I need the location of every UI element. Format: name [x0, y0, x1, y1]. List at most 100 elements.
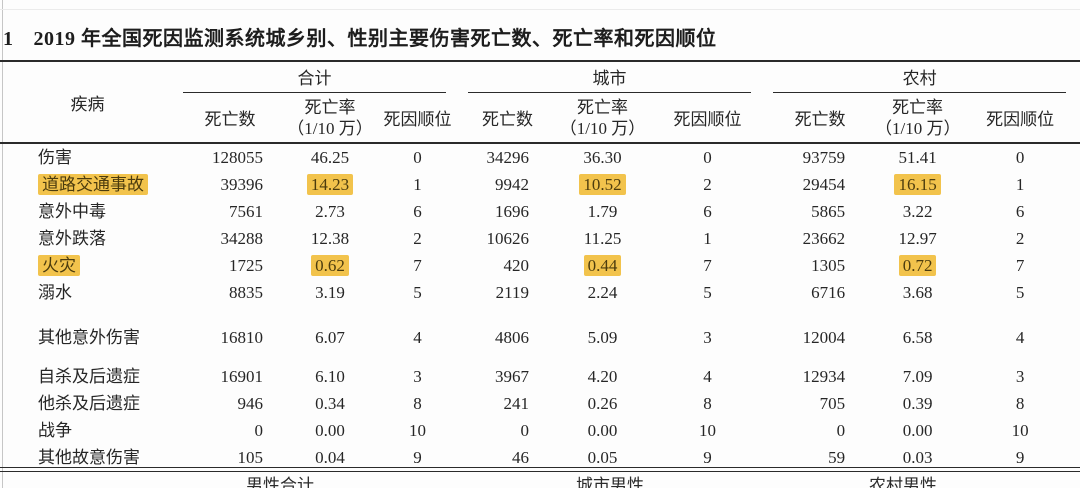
- rank-cell: 1: [1015, 175, 1025, 194]
- deaths-cell: 2119: [495, 283, 530, 302]
- rank-cell: 2: [413, 229, 422, 248]
- rate-cell: 6.07: [315, 328, 345, 347]
- deaths-cell: 34288: [220, 229, 264, 248]
- rank-cell: 5: [1015, 283, 1025, 302]
- deaths-cell: 8835: [229, 283, 263, 302]
- disease-cell: 战争: [38, 421, 72, 440]
- page-title: 1 2019 年全国死因监测系统城乡别、性别主要伤害死亡数、死亡率和死因顺位: [3, 22, 717, 51]
- deaths-cell: 29454: [802, 175, 846, 194]
- rate-label: 死亡率: [304, 97, 356, 117]
- disease-cell: 意外跌落: [38, 229, 106, 248]
- deaths-cell: 12934: [802, 367, 846, 386]
- rank-cell: 9: [413, 448, 422, 467]
- highlight-mark: 14.23: [306, 174, 354, 195]
- rate-cell: 12.97: [898, 229, 937, 248]
- rate-cell: 5.09: [587, 328, 618, 347]
- deaths-cell: 46: [512, 448, 530, 467]
- col-header-rate-total: 死亡率 （1/10 万）: [285, 93, 375, 144]
- col-header-disease: 疾病: [0, 61, 175, 144]
- next-section-label: 农村男性: [869, 476, 937, 488]
- deaths-cell: 420: [503, 256, 530, 275]
- table-row: 意外跌落 34288 12.38 2 10626 11.25 1 23662 12.97 2: [0, 225, 1080, 252]
- deaths-cell: 1725: [229, 256, 263, 275]
- highlight-mark: 16.15: [894, 174, 941, 195]
- table-row: 火灾 1725 0.62 7 420 0.44 7 1305 0.72 7: [0, 252, 1080, 279]
- rate-cell: 0.00: [902, 421, 933, 440]
- deaths-cell: 59: [828, 448, 846, 467]
- rank-cell: 10: [699, 421, 717, 440]
- deaths-cell: 1696: [495, 202, 530, 221]
- table-row: 战争 0 0.00 10 0 0.00 10 0 0.00 10: [0, 417, 1080, 444]
- disease-cell: 溺水: [38, 283, 72, 302]
- table-bottom-double-rule: [0, 467, 1080, 472]
- deaths-cell: 93759: [802, 148, 846, 167]
- scan-artifact-line: [0, 9, 1080, 10]
- table-row: 溺水 8835 3.19 5 2119 2.24 5 6716 3.68 5: [0, 279, 1080, 306]
- table-title-text: 2019 年全国死因监测系统城乡别、性别主要伤害死亡数、死亡率和死因顺位: [33, 28, 717, 50]
- highlight-mark: 0.44: [583, 255, 622, 276]
- rank-cell: 4: [1015, 328, 1025, 347]
- rank-cell: 1: [413, 175, 422, 194]
- deaths-cell: 3967: [495, 367, 530, 386]
- next-section-label: 男性合计: [246, 476, 314, 488]
- rank-cell: 0: [703, 148, 712, 167]
- rate-unit: （1/10 万）: [559, 118, 646, 138]
- deaths-cell: 39396: [220, 175, 264, 194]
- group-label-total: 合计: [183, 62, 447, 93]
- deaths-cell: 0: [254, 421, 264, 440]
- deaths-cell: 23662: [802, 229, 846, 248]
- rate-cell: 0.04: [315, 448, 345, 467]
- rank-cell: 7: [1015, 256, 1025, 275]
- rank-cell: 2: [1015, 229, 1025, 248]
- rate-cell: 0.00: [587, 421, 618, 440]
- rank-cell: 4: [413, 328, 422, 347]
- deaths-cell: 12004: [802, 328, 846, 347]
- next-section-label: 城市男性: [576, 476, 644, 488]
- deaths-cell: 128055: [212, 148, 263, 167]
- rank-cell: 0: [1015, 148, 1025, 167]
- rate-cell: 1.79: [587, 202, 618, 221]
- disease-cell: 自杀及后遗症: [38, 367, 140, 386]
- rate-cell: 0.44: [555, 252, 650, 279]
- rate-cell: 46.25: [310, 148, 350, 167]
- rank-cell: 9: [1015, 448, 1025, 467]
- group-header-urban: 城市: [460, 61, 765, 93]
- rate-cell: 16.15: [875, 171, 960, 198]
- rank-cell: 0: [413, 148, 422, 167]
- disease-cell: 其他故意伤害: [38, 448, 140, 467]
- table-wrap: 疾病 合计 城市 农村 死亡数 死亡率 （1/10 万）: [0, 60, 1080, 471]
- table-row: 道路交通事故 39396 14.23 1 9942 10.52 2 29454 16.15 1: [0, 171, 1080, 198]
- highlight-mark: 道路交通事故: [38, 174, 148, 195]
- deaths-cell: 946: [237, 394, 264, 413]
- rank-cell: 8: [703, 394, 712, 413]
- rank-cell: 10: [1011, 421, 1029, 440]
- col-header-rank-urban: 死因顺位: [650, 93, 766, 144]
- table-number: 1: [3, 28, 14, 50]
- deaths-cell: 5865: [811, 202, 846, 221]
- deaths-cell: 1305: [811, 256, 846, 275]
- deaths-cell: 7561: [229, 202, 263, 221]
- col-header-deaths-rural: 死亡数: [765, 93, 876, 144]
- disease-cell: 道路交通事故: [0, 171, 175, 198]
- rate-cell: 0.34: [315, 394, 345, 413]
- disease-cell: 火灾: [0, 252, 175, 279]
- rate-cell: 6.58: [902, 328, 933, 347]
- rank-cell: 7: [703, 256, 712, 275]
- rate-cell: 2.73: [315, 202, 345, 221]
- rank-cell: 6: [413, 202, 422, 221]
- rate-cell: 3.22: [902, 202, 933, 221]
- mortality-table: 疾病 合计 城市 农村 死亡数 死亡率 （1/10 万）: [0, 60, 1080, 471]
- disease-cell: 伤害: [38, 148, 72, 167]
- rank-cell: 2: [703, 175, 712, 194]
- rate-cell: 11.25: [583, 229, 622, 248]
- rank-cell: 5: [703, 283, 712, 302]
- rate-cell: 2.24: [587, 283, 618, 302]
- rate-cell: 3.19: [315, 283, 345, 302]
- col-header-rate-urban: 死亡率 （1/10 万）: [555, 93, 651, 144]
- table-row: 其他意外伤害 16810 6.07 4 4806 5.09 3 12004 6.58 4: [0, 306, 1080, 351]
- table-row: 意外中毒 7561 2.73 6 1696 1.79 6 5865 3.22 6: [0, 198, 1080, 225]
- rate-cell: 0.00: [315, 421, 345, 440]
- rate-cell: 3.68: [902, 283, 933, 302]
- rate-cell: 51.41: [898, 148, 937, 167]
- rank-cell: 3: [703, 328, 712, 347]
